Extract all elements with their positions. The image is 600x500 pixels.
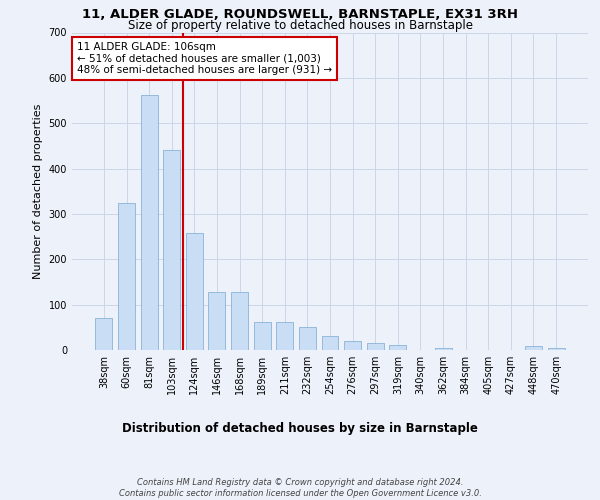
Bar — [254, 322, 271, 350]
Y-axis label: Number of detached properties: Number of detached properties — [33, 104, 43, 279]
Bar — [389, 344, 406, 350]
Bar — [277, 322, 293, 350]
Text: Distribution of detached houses by size in Barnstaple: Distribution of detached houses by size … — [122, 422, 478, 435]
Text: 11, ALDER GLADE, ROUNDSWELL, BARNSTAPLE, EX31 3RH: 11, ALDER GLADE, ROUNDSWELL, BARNSTAPLE,… — [82, 8, 518, 20]
Bar — [548, 348, 565, 350]
Bar — [344, 341, 361, 350]
Bar — [186, 233, 203, 350]
Bar — [434, 348, 452, 350]
Bar — [118, 202, 135, 350]
Bar — [299, 328, 316, 350]
Text: Contains HM Land Registry data © Crown copyright and database right 2024.
Contai: Contains HM Land Registry data © Crown c… — [119, 478, 481, 498]
Bar — [140, 95, 158, 350]
Bar — [367, 343, 383, 350]
Bar — [208, 292, 226, 350]
Bar — [525, 346, 542, 350]
Bar — [231, 292, 248, 350]
Bar — [163, 150, 180, 350]
Text: 11 ALDER GLADE: 106sqm
← 51% of detached houses are smaller (1,003)
48% of semi-: 11 ALDER GLADE: 106sqm ← 51% of detached… — [77, 42, 332, 75]
Bar — [322, 336, 338, 350]
Text: Size of property relative to detached houses in Barnstaple: Size of property relative to detached ho… — [128, 18, 473, 32]
Bar — [95, 318, 112, 350]
